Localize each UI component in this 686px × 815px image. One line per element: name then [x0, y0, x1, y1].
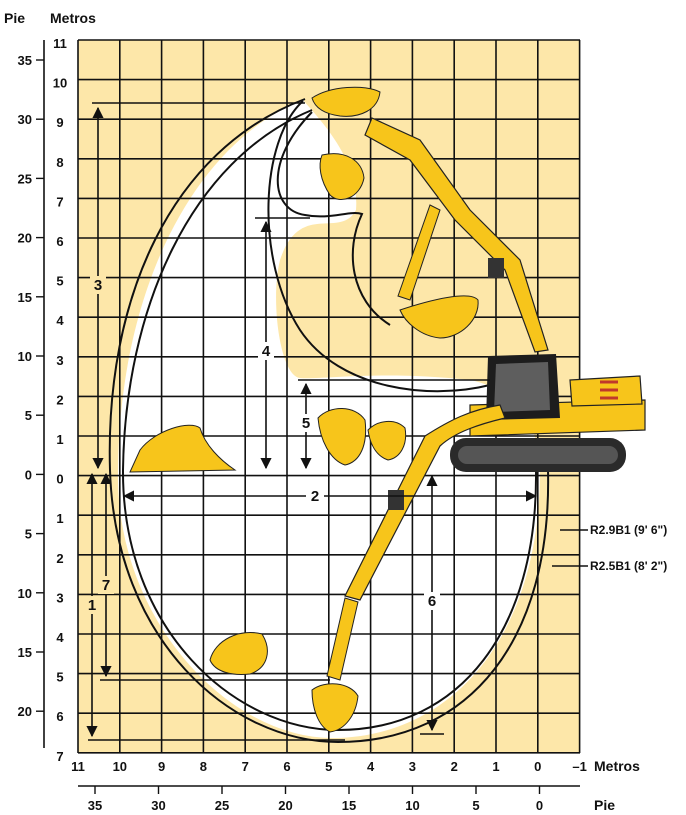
left-meter-tick-label: 2 — [56, 551, 63, 566]
left-meter-tick-label: 9 — [56, 115, 63, 130]
left-feet-tick-label: 10 — [18, 349, 32, 364]
left-meter-tick-label: 11 — [53, 36, 67, 51]
left-meter-tick-label: 8 — [56, 155, 63, 170]
left-feet-tick-label: 5 — [25, 408, 32, 423]
left-feet-tick-label: 25 — [18, 171, 32, 186]
bucket-ground-far — [129, 424, 237, 473]
left-feet-tick-label: 35 — [18, 53, 32, 68]
dim-label-1: 1 — [88, 597, 96, 614]
bucket-ground-mid — [317, 408, 367, 466]
cat-logo-upper — [488, 258, 504, 278]
stick-legend: R2.9B1 (9' 6") R2.5B1 (8' 2") — [552, 523, 667, 573]
dim-label-6: 6 — [428, 593, 436, 610]
bottom-meter-tick-label: 3 — [409, 759, 416, 774]
meters-unit-header: Metros — [50, 10, 96, 26]
left-feet-tick-label: 30 — [18, 112, 32, 127]
bottom-meter-tick-label: 6 — [283, 759, 290, 774]
legend-long-stick: R2.9B1 (9' 6") — [590, 523, 667, 537]
left-meter-tick-label: 7 — [56, 194, 63, 209]
bottom-meter-tick-label: 8 — [200, 759, 207, 774]
bottom-meters-unit: Metros — [594, 758, 640, 774]
upper-stick — [397, 204, 441, 301]
left-meter-tick-label: 10 — [53, 76, 67, 91]
bucket-depth-bottom — [311, 683, 359, 733]
bottom-feet-tick-label: 35 — [88, 798, 102, 813]
bottom-meter-tick-label: 0 — [534, 759, 541, 774]
dim-label-3: 3 — [94, 277, 102, 294]
bottom-feet-ticks: 35 30 25 20 15 10 5 0 — [88, 786, 543, 813]
bottom-feet-tick-label: 25 — [215, 798, 229, 813]
left-meter-tick-label: 4 — [56, 630, 64, 645]
left-meter-tick-label: 5 — [56, 670, 63, 685]
bucket-depth-far — [209, 632, 268, 675]
bottom-meter-tick-label: 9 — [158, 759, 165, 774]
bottom-feet-tick-label: 10 — [405, 798, 419, 813]
left-meter-tick-label: 1 — [56, 432, 63, 447]
left-feet-tick-label: 10 — [18, 586, 32, 601]
lower-boom — [344, 404, 506, 601]
bottom-meter-tick-label: 7 — [242, 759, 249, 774]
bottom-feet-tick-label: 20 — [278, 798, 292, 813]
left-meter-tick-label: 4 — [56, 313, 64, 328]
feet-unit-header: Pie — [4, 10, 25, 26]
bucket-top — [311, 86, 381, 117]
dim-label-4: 4 — [262, 343, 271, 360]
bucket-ground-near — [367, 421, 407, 461]
left-meter-tick-label: 5 — [56, 274, 63, 289]
left-meter-tick-label: 0 — [56, 472, 63, 487]
left-feet-tick-label: 0 — [25, 467, 32, 482]
left-meter-tick-label: 1 — [56, 511, 63, 526]
legend-short-stick: R2.5B1 (8' 2") — [590, 559, 667, 573]
bottom-feet-tick-label: 5 — [472, 798, 479, 813]
left-meter-tick-label: 2 — [56, 392, 63, 407]
left-meter-tick-label: 6 — [56, 234, 63, 249]
bottom-meter-tick-label: 1 — [492, 759, 499, 774]
left-feet-tick-label: 5 — [25, 527, 32, 542]
bottom-meter-tick-label: 4 — [367, 759, 375, 774]
left-meter-tick-label: 3 — [56, 353, 63, 368]
bottom-feet-tick-label: 15 — [342, 798, 356, 813]
dim-label-2: 2 — [311, 488, 319, 505]
inner-reach-curve — [121, 109, 538, 732]
upper-loop-inner — [276, 111, 391, 326]
left-meter-tick-label: 7 — [56, 749, 63, 764]
upper-boom — [364, 117, 549, 353]
outer-reach-curve — [108, 98, 550, 744]
left-feet-tick-label: 20 — [18, 704, 32, 719]
upper-loop-outer — [267, 100, 491, 393]
bottom-feet-tick-label: 30 — [151, 798, 165, 813]
left-feet-ticks: 35 30 25 20 15 10 5 0 5 10 15 20 — [18, 53, 44, 719]
bottom-feet-unit: Pie — [594, 797, 615, 813]
bottom-meter-tick-label: 11 — [71, 759, 85, 774]
left-feet-tick-label: 20 — [18, 231, 32, 246]
lower-stick — [326, 597, 359, 681]
left-meter-tick-label: 6 — [56, 709, 63, 724]
bottom-feet-tick-label: 0 — [536, 798, 543, 813]
dim-label-5: 5 — [302, 415, 310, 432]
left-meter-tick-label: 3 — [56, 590, 63, 605]
cat-logo-lower — [388, 490, 404, 510]
bottom-meter-tick-label: 5 — [325, 759, 332, 774]
excavator-illustration — [129, 86, 646, 733]
left-feet-tick-label: 15 — [18, 645, 32, 660]
bottom-meter-tick-label: –1 — [572, 759, 586, 774]
left-feet-tick-label: 15 — [18, 290, 32, 305]
bottom-meter-tick-label: 10 — [113, 759, 127, 774]
bottom-meter-ticks: 11 10 9 8 7 6 5 4 3 2 1 0 –1 — [71, 759, 587, 774]
bucket-upper-curl — [319, 153, 365, 200]
dimension-labels: 3 4 5 2 1 7 6 — [84, 276, 440, 614]
dim-label-7: 7 — [102, 577, 110, 594]
bucket-upper-dump — [399, 295, 479, 339]
envelope-outlines — [108, 98, 550, 744]
bottom-meter-tick-label: 2 — [451, 759, 458, 774]
